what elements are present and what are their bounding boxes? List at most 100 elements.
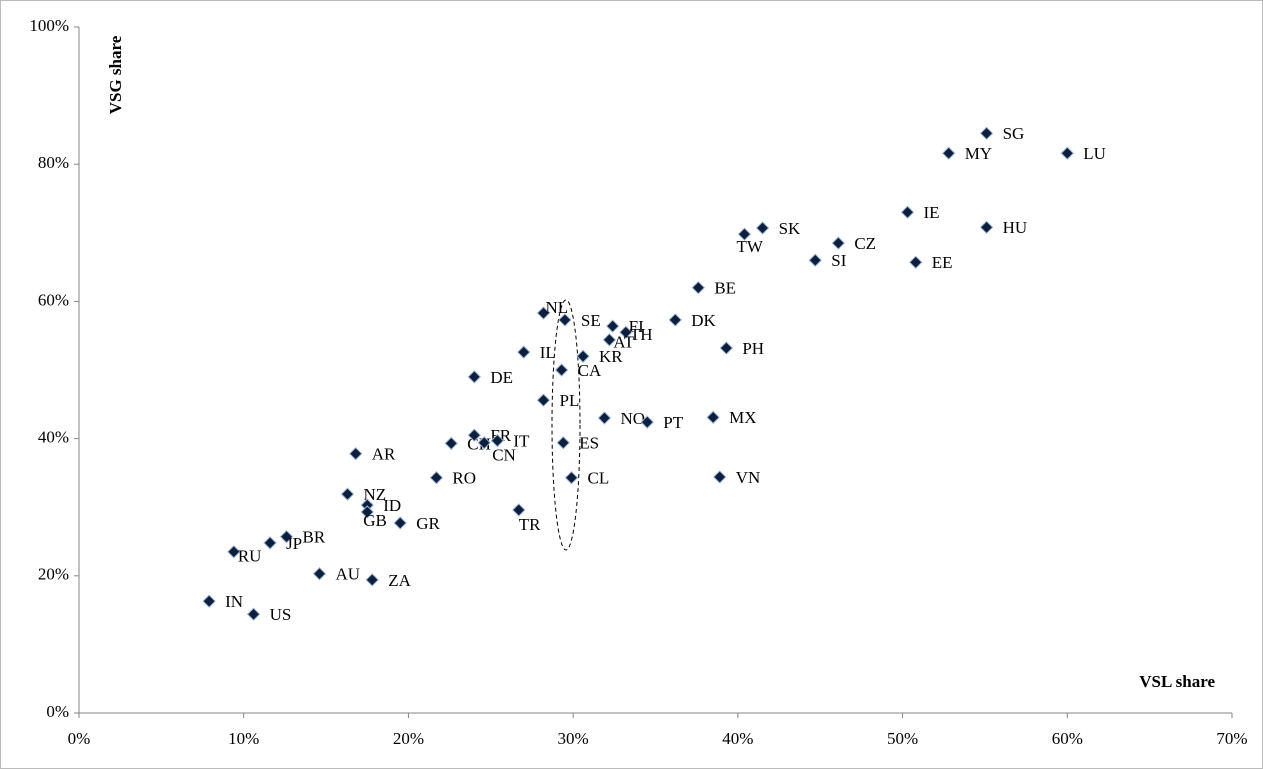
point: [602, 333, 617, 347]
point-label: IN: [225, 592, 243, 611]
point-label: TH: [630, 325, 653, 344]
point-label: IL: [540, 343, 556, 362]
point-label: IT: [513, 432, 530, 451]
point-label: RO: [452, 469, 476, 488]
point: [691, 280, 706, 295]
x-tick-label: 60%: [1052, 729, 1083, 748]
point-label: JP: [286, 534, 302, 553]
point: [808, 253, 822, 267]
point-label: PH: [742, 339, 764, 358]
point: [517, 345, 531, 359]
point: [365, 573, 379, 587]
point-label: AU: [335, 565, 360, 584]
point-label: BE: [714, 279, 736, 298]
point-label: EE: [932, 253, 953, 272]
y-tick-label: 100%: [29, 16, 69, 35]
point-label: DK: [691, 311, 716, 330]
x-axis-label: VSL share: [1139, 672, 1215, 691]
point: [512, 503, 526, 517]
y-tick-label: 40%: [38, 428, 69, 447]
x-tick-label: 0%: [68, 729, 91, 748]
point-label: CL: [587, 469, 609, 488]
x-tick-label: 10%: [228, 729, 259, 748]
point-label: PT: [663, 413, 683, 432]
point: [576, 349, 590, 363]
point: [536, 306, 551, 320]
point-label: NO: [620, 409, 645, 428]
point: [429, 470, 444, 485]
point: [444, 436, 458, 451]
point: [737, 227, 752, 241]
point-label: US: [270, 605, 292, 624]
point-label: CZ: [854, 234, 876, 253]
y-tick-label: 80%: [38, 153, 69, 172]
point: [263, 536, 277, 550]
point-label: CN: [492, 446, 516, 465]
x-tick-label: 40%: [722, 729, 753, 748]
point: [246, 607, 261, 621]
point-label: RU: [238, 547, 262, 566]
point-label: MX: [729, 408, 756, 427]
x-tick-label: 30%: [558, 729, 589, 748]
point: [279, 529, 294, 544]
point-label: SE: [581, 311, 601, 330]
point: [713, 470, 727, 484]
point-label: SI: [831, 251, 846, 270]
point: [605, 319, 620, 333]
point-label: SG: [1003, 124, 1025, 143]
point: [360, 505, 374, 519]
point-label: LU: [1083, 144, 1106, 163]
point-label: SK: [779, 219, 801, 238]
point-label: TW: [736, 237, 763, 256]
point: [467, 370, 482, 384]
point: [558, 313, 572, 327]
point-label: CA: [578, 361, 602, 380]
point: [1060, 146, 1074, 160]
point-label: KR: [599, 347, 623, 366]
point-label: BR: [303, 528, 326, 547]
highlight-ellipse: [551, 299, 581, 551]
point-label: NL: [545, 298, 568, 317]
point-label: FI: [629, 317, 644, 336]
point-label: VN: [736, 468, 761, 487]
point-label: GB: [363, 511, 387, 530]
point: [536, 393, 551, 407]
point: [640, 415, 654, 429]
y-tick-label: 20%: [38, 565, 69, 584]
point: [556, 436, 570, 450]
point-label: PL: [559, 391, 579, 410]
point-label: NZ: [363, 485, 386, 504]
point: [619, 325, 633, 339]
point-label: AT: [613, 333, 634, 352]
point: [831, 236, 846, 250]
y-tick-label: 0%: [46, 702, 69, 721]
point: [909, 255, 923, 270]
point: [755, 221, 770, 235]
y-tick-label: 60%: [38, 290, 69, 309]
point: [719, 341, 734, 355]
point-label: TR: [519, 515, 541, 534]
point: [490, 433, 505, 448]
point: [941, 146, 956, 160]
point-label: AR: [372, 445, 396, 464]
point-label: GR: [416, 514, 440, 533]
point: [706, 410, 720, 425]
point-label: IE: [924, 203, 940, 222]
point: [393, 516, 407, 530]
point-label: ES: [579, 434, 599, 453]
point: [227, 545, 241, 559]
point-label: DE: [490, 368, 513, 387]
point: [554, 363, 569, 377]
point: [597, 411, 612, 425]
point: [312, 567, 327, 581]
point-label: MY: [965, 144, 992, 163]
point: [477, 436, 491, 450]
point-label: ZA: [388, 571, 411, 590]
point: [979, 126, 994, 141]
point: [900, 205, 915, 219]
point: [564, 470, 579, 485]
point-label: ID: [383, 496, 401, 515]
